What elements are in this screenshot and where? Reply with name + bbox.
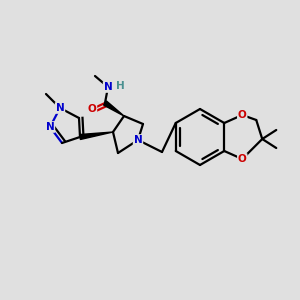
Text: N: N [46,122,54,132]
Text: N: N [56,103,64,113]
Text: O: O [238,110,247,120]
Text: N: N [134,135,142,145]
Text: O: O [238,154,247,164]
Text: N: N [103,82,112,92]
Text: H: H [116,81,125,91]
Text: O: O [88,104,96,114]
Polygon shape [103,101,124,116]
Polygon shape [80,132,113,140]
